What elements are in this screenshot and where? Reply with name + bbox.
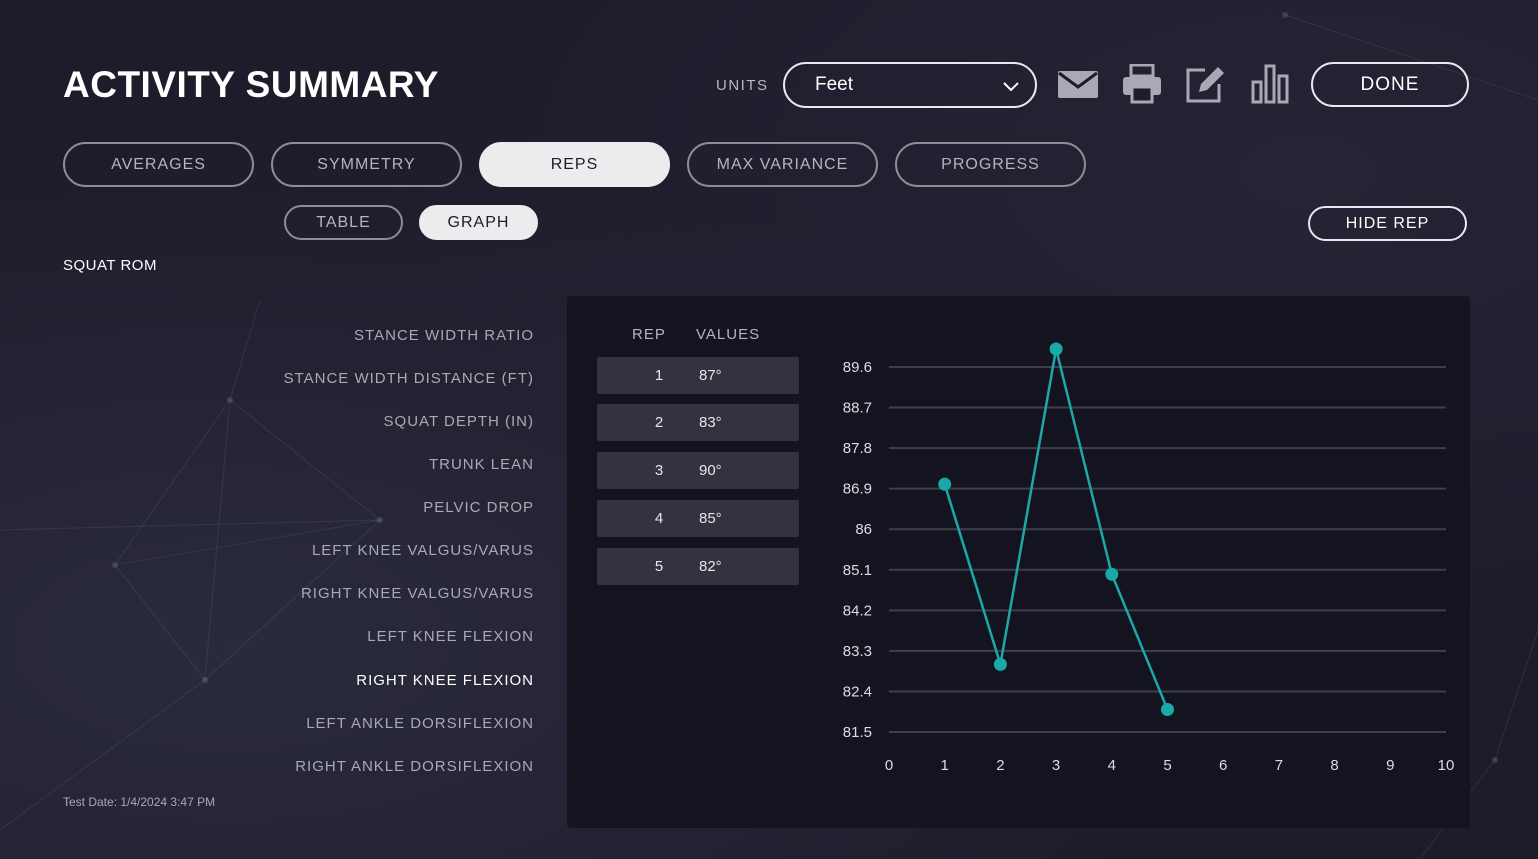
x-tick-label: 3 (1052, 757, 1060, 774)
metric-right-knee-valgus-varus[interactable]: RIGHT KNEE VALGUS/VARUS (300, 585, 534, 602)
rep-value: 83° (699, 414, 722, 431)
x-tick-label: 5 (1163, 757, 1171, 774)
table-header-rep: REP (632, 326, 666, 343)
chevron-down-icon (1003, 82, 1019, 92)
tab-averages[interactable]: AVERAGES (63, 142, 254, 187)
done-button[interactable]: DONE (1311, 62, 1469, 107)
x-tick-label: 4 (1108, 757, 1116, 774)
metric-stance-width-ratio[interactable]: STANCE WIDTH RATIO (354, 327, 534, 344)
tab-progress[interactable]: PROGRESS (895, 142, 1086, 187)
data-point (1049, 342, 1063, 356)
units-label: UNITS (716, 77, 769, 94)
subtab-table[interactable]: TABLE (284, 205, 403, 240)
y-tick-label: 83.3 (843, 643, 872, 660)
x-tick-label: 6 (1219, 757, 1227, 774)
y-tick-label: 85.1 (843, 562, 872, 579)
y-tick-label: 84.2 (843, 602, 872, 619)
units-dropdown[interactable]: Feet (783, 62, 1037, 108)
hide-rep-button[interactable]: HIDE REP (1308, 206, 1467, 241)
table-row: 5 82° (597, 548, 799, 585)
rep-number: 2 (654, 414, 664, 431)
y-tick-label: 89.6 (843, 359, 872, 376)
tab-max-variance[interactable]: MAX VARIANCE (687, 142, 878, 187)
y-tick-label: 86 (855, 521, 872, 538)
table-row: 2 83° (597, 404, 799, 441)
rep-value: 87° (699, 367, 722, 384)
metric-right-ankle-dorsiflexion[interactable]: RIGHT ANKLE DORSIFLEXION (295, 758, 534, 775)
data-point (1105, 567, 1119, 581)
y-tick-label: 87.8 (843, 440, 872, 457)
metric-left-knee-flexion[interactable]: LEFT KNEE FLEXION (367, 628, 534, 645)
metric-pelvic-drop[interactable]: PELVIC DROP (423, 499, 534, 516)
x-tick-label: 7 (1275, 757, 1283, 774)
page-title: ACTIVITY SUMMARY (63, 64, 439, 105)
bar-chart-icon[interactable] (1250, 64, 1290, 104)
tab-reps[interactable]: REPS (479, 142, 670, 187)
metric-right-knee-flexion[interactable]: RIGHT KNEE FLEXION (356, 672, 534, 689)
x-tick-label: 1 (941, 757, 949, 774)
metric-trunk-lean[interactable]: TRUNK LEAN (428, 456, 534, 473)
rep-value: 85° (699, 510, 722, 527)
y-tick-label: 88.7 (843, 400, 872, 417)
subtab-graph[interactable]: GRAPH (419, 205, 538, 240)
rep-number: 5 (654, 558, 664, 575)
x-tick-label: 8 (1330, 757, 1338, 774)
x-tick-label: 10 (1438, 757, 1455, 774)
metric-stance-width-distance[interactable]: STANCE WIDTH DISTANCE (FT) (283, 370, 534, 387)
rep-number: 4 (654, 510, 664, 527)
metric-left-knee-valgus-varus[interactable]: LEFT KNEE VALGUS/VARUS (311, 542, 534, 559)
mail-icon[interactable] (1058, 64, 1098, 104)
rep-number: 3 (654, 462, 664, 479)
data-point (938, 477, 952, 491)
rep-value: 82° (699, 558, 722, 575)
test-date: Test Date: 1/4/2024 3:47 PM (63, 795, 216, 809)
section-label: SQUAT ROM (63, 257, 157, 274)
edit-icon[interactable] (1185, 64, 1225, 104)
metric-left-ankle-dorsiflexion[interactable]: LEFT ANKLE DORSIFLEXION (306, 715, 534, 732)
rep-value: 90° (699, 462, 722, 479)
table-row: 1 87° (597, 357, 799, 394)
y-tick-label: 86.9 (843, 481, 872, 498)
data-point (993, 657, 1007, 671)
x-tick-label: 2 (996, 757, 1004, 774)
y-tick-label: 82.4 (843, 683, 872, 700)
x-tick-label: 9 (1386, 757, 1394, 774)
units-selected-value: Feet (815, 74, 854, 95)
y-tick-label: 81.5 (843, 724, 872, 741)
printer-icon[interactable] (1122, 63, 1162, 104)
table-row: 4 85° (597, 500, 799, 537)
metric-squat-depth[interactable]: SQUAT DEPTH (IN) (383, 413, 534, 430)
tab-symmetry[interactable]: SYMMETRY (271, 142, 462, 187)
rep-number: 1 (654, 367, 664, 384)
x-tick-label: 0 (885, 757, 893, 774)
data-point (1161, 702, 1174, 716)
table-row: 3 90° (597, 452, 799, 489)
table-header-values: VALUES (696, 326, 761, 343)
